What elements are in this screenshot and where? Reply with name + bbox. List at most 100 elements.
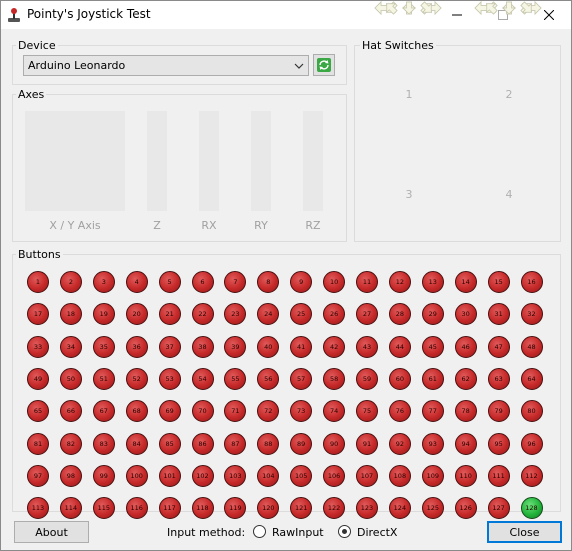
joystick-button-14: 14 bbox=[454, 271, 477, 293]
rawinput-radio-label[interactable]: RawInput bbox=[272, 526, 324, 539]
joystick-button-41: 41 bbox=[290, 335, 313, 358]
directx-radio-label[interactable]: DirectX bbox=[357, 526, 398, 539]
joystick-button-120: 120 bbox=[257, 497, 280, 520]
joystick-button-124: 124 bbox=[388, 497, 411, 520]
window-title: Pointy's Joystick Test bbox=[27, 7, 151, 21]
minimize-button[interactable] bbox=[434, 1, 480, 29]
joystick-button-78: 78 bbox=[454, 400, 477, 423]
joystick-button-39: 39 bbox=[224, 335, 247, 358]
joystick-button-115: 115 bbox=[92, 497, 115, 520]
directx-radio[interactable] bbox=[338, 525, 351, 538]
joystick-button-111: 111 bbox=[487, 464, 510, 487]
joystick-button-20: 20 bbox=[125, 303, 148, 326]
joystick-button-89: 89 bbox=[290, 432, 313, 455]
joystick-button-88: 88 bbox=[257, 432, 280, 455]
joystick-button-73: 73 bbox=[290, 400, 313, 423]
joystick-button-116: 116 bbox=[125, 497, 148, 520]
joystick-button-16: 16 bbox=[520, 271, 543, 293]
joystick-button-86: 86 bbox=[191, 432, 214, 455]
rx-axis-label: RX bbox=[201, 219, 217, 232]
joystick-button-3: 3 bbox=[92, 271, 115, 293]
close-window-button[interactable] bbox=[526, 1, 572, 29]
joystick-button-94: 94 bbox=[454, 432, 477, 455]
joystick-button-21: 21 bbox=[158, 303, 181, 326]
joystick-button-72: 72 bbox=[257, 400, 280, 423]
rawinput-radio[interactable] bbox=[253, 525, 266, 538]
hat-4-down-right-arrow-icon bbox=[520, 1, 532, 13]
joystick-button-27: 27 bbox=[356, 303, 378, 326]
joystick-button-31: 31 bbox=[487, 303, 510, 326]
joystick-button-55: 55 bbox=[224, 367, 247, 390]
joystick-button-98: 98 bbox=[59, 464, 82, 487]
joystick-button-64: 64 bbox=[520, 367, 543, 390]
joystick-button-99: 99 bbox=[92, 464, 115, 487]
hat-3-down-right-arrow-icon bbox=[420, 1, 432, 13]
ry-axis-bar bbox=[251, 111, 271, 211]
joystick-button-70: 70 bbox=[191, 400, 214, 423]
close-icon bbox=[544, 10, 554, 20]
joystick-button-52: 52 bbox=[125, 367, 148, 390]
close-button[interactable]: Close bbox=[487, 521, 562, 543]
hat-1-number: 1 bbox=[405, 88, 413, 101]
joystick-button-106: 106 bbox=[323, 464, 346, 487]
refresh-icon bbox=[317, 58, 331, 72]
joystick-button-30: 30 bbox=[454, 303, 477, 326]
joystick-button-2: 2 bbox=[59, 271, 82, 293]
joystick-button-108: 108 bbox=[388, 464, 411, 487]
joystick-button-84: 84 bbox=[125, 432, 148, 455]
joystick-button-17: 17 bbox=[27, 303, 49, 326]
device-select[interactable]: Arduino Leonardo bbox=[23, 55, 309, 76]
joystick-button-40: 40 bbox=[257, 335, 280, 358]
rz-axis-label: RZ bbox=[305, 219, 321, 232]
joystick-button-7: 7 bbox=[224, 271, 247, 293]
hat-3-down-arrow-icon bbox=[402, 1, 416, 15]
joystick-button-51: 51 bbox=[92, 367, 115, 390]
joystick-button-122: 122 bbox=[323, 497, 346, 520]
joystick-button-81: 81 bbox=[27, 432, 49, 455]
joystick-button-96: 96 bbox=[520, 432, 543, 455]
joystick-button-100: 100 bbox=[125, 464, 148, 487]
joystick-button-59: 59 bbox=[356, 367, 378, 390]
joystick-button-6: 6 bbox=[191, 271, 214, 293]
joystick-button-66: 66 bbox=[59, 400, 82, 423]
joystick-button-4: 4 bbox=[125, 271, 148, 293]
ry-axis-label: RY bbox=[254, 219, 268, 232]
joystick-button-60: 60 bbox=[388, 367, 411, 390]
joystick-button-34: 34 bbox=[59, 335, 82, 358]
close-button-label: Close bbox=[509, 525, 540, 539]
joystick-button-57: 57 bbox=[290, 367, 313, 390]
refresh-button[interactable] bbox=[313, 54, 335, 76]
hat-4-down-arrow-icon bbox=[502, 1, 516, 15]
joystick-button-101: 101 bbox=[158, 464, 181, 487]
maximize-icon bbox=[498, 10, 508, 20]
joystick-button-42: 42 bbox=[323, 335, 346, 358]
joystick-button-61: 61 bbox=[421, 367, 444, 390]
joystick-button-80: 80 bbox=[520, 400, 543, 423]
joystick-button-58: 58 bbox=[323, 367, 346, 390]
joystick-button-9: 9 bbox=[290, 271, 313, 293]
joystick-button-56: 56 bbox=[257, 367, 280, 390]
joystick-button-38: 38 bbox=[191, 335, 214, 358]
axes-group bbox=[12, 94, 347, 242]
about-button-label: About bbox=[35, 525, 68, 539]
joystick-button-10: 10 bbox=[323, 271, 346, 293]
hat-2-number: 2 bbox=[505, 88, 513, 101]
maximize-button[interactable] bbox=[480, 1, 526, 29]
joystick-button-97: 97 bbox=[27, 464, 49, 487]
joystick-button-53: 53 bbox=[158, 367, 181, 390]
joystick-button-118: 118 bbox=[191, 497, 214, 520]
joystick-button-37: 37 bbox=[158, 335, 181, 358]
hat-switches-group-label: Hat Switches bbox=[360, 39, 436, 52]
xy-axis-label: X / Y Axis bbox=[49, 219, 101, 232]
joystick-button-87: 87 bbox=[224, 432, 247, 455]
joystick-button-45: 45 bbox=[421, 335, 444, 358]
joystick-button-109: 109 bbox=[421, 464, 444, 487]
joystick-button-23: 23 bbox=[224, 303, 247, 326]
joystick-button-102: 102 bbox=[191, 464, 214, 487]
about-button[interactable]: About bbox=[14, 521, 89, 543]
joystick-button-22: 22 bbox=[191, 303, 214, 326]
joystick-button-63: 63 bbox=[487, 367, 510, 390]
joystick-button-8: 8 bbox=[257, 271, 280, 293]
joystick-button-5: 5 bbox=[158, 271, 181, 293]
